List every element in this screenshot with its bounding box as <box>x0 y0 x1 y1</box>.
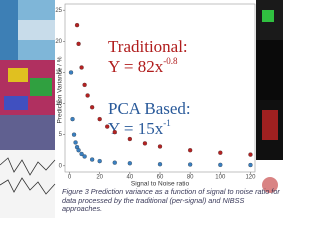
y-axis-label: Prediction Variance / % <box>57 56 64 123</box>
equation: Y = 15x <box>108 119 164 138</box>
left-images <box>0 0 56 218</box>
point <box>68 70 74 75</box>
x-tick-label: 80 <box>187 175 194 181</box>
annotation: Y = 82x-0.8 <box>108 56 178 76</box>
x-tick-label: 20 <box>96 175 103 181</box>
point <box>112 160 117 165</box>
point <box>82 82 87 88</box>
point <box>188 162 193 167</box>
point <box>157 162 163 167</box>
y-tick-label: 20 <box>55 39 62 45</box>
x-tick-label: 100 <box>215 175 226 181</box>
point <box>188 148 193 153</box>
y-tick-label: 15 <box>55 70 62 76</box>
equation: Y = 82x <box>108 57 164 76</box>
point <box>70 116 75 122</box>
point <box>112 130 117 135</box>
point <box>105 124 110 129</box>
point <box>89 105 95 110</box>
x-tick-label: 0 <box>68 175 72 181</box>
caption: Figure 3 Prediction variance as a functi… <box>62 187 280 214</box>
point <box>76 148 81 153</box>
slide: Prediction Variance / % Signal to Noise … <box>0 0 283 218</box>
right-images <box>256 0 283 218</box>
y-tick-label: 10 <box>55 101 62 107</box>
point <box>89 157 95 162</box>
annotation: Y = 15x-1 <box>108 118 171 138</box>
x-tick-label: 60 <box>157 175 164 181</box>
point <box>218 162 223 167</box>
point <box>79 65 84 70</box>
point <box>74 23 80 28</box>
x-tick-label: 120 <box>245 175 256 181</box>
y-tick-label: 25 <box>55 8 62 14</box>
point <box>248 162 253 168</box>
point <box>127 161 132 166</box>
point <box>76 41 81 46</box>
point <box>248 152 253 157</box>
point <box>82 154 87 159</box>
exponent: -0.8 <box>163 56 178 66</box>
point <box>97 116 102 122</box>
plot-area <box>64 3 256 173</box>
point <box>127 136 132 142</box>
annotation: PCA Based: <box>108 99 191 118</box>
y-tick-label: 5 <box>59 132 63 138</box>
point <box>142 141 148 146</box>
point <box>218 150 223 155</box>
point <box>71 132 77 137</box>
annotation: Traditional: <box>108 37 188 56</box>
point <box>157 144 163 149</box>
x-tick-label: 40 <box>126 175 133 181</box>
exponent: -1 <box>163 118 171 128</box>
point <box>73 140 78 145</box>
point <box>85 93 90 98</box>
point <box>97 158 102 164</box>
chart: Prediction Variance / % Signal to Noise … <box>0 0 283 218</box>
y-tick-label: 0 <box>59 163 63 169</box>
x-axis-label: Signal to Noise ratio <box>131 181 190 188</box>
point <box>79 151 84 157</box>
